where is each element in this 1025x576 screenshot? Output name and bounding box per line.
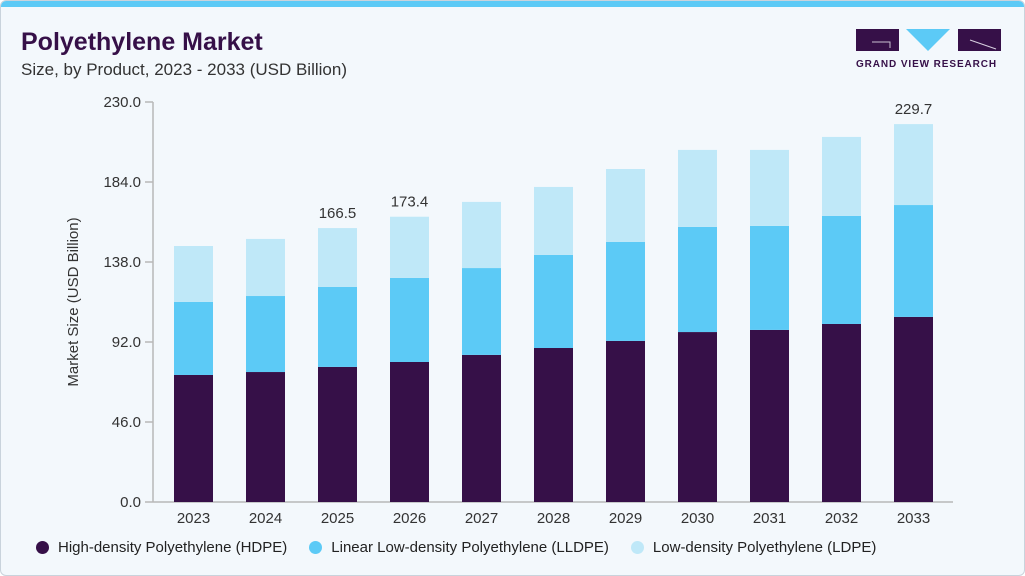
x-tick-label: 2027: [465, 510, 498, 527]
data-label: 173.4: [391, 194, 429, 211]
bar-segment-2023-1: [174, 301, 213, 375]
bar-segment-2024-1: [246, 296, 285, 373]
y-tick-label: 184.0: [103, 174, 141, 191]
legend-dot-icon: [309, 541, 323, 554]
x-tick-label: 2033: [897, 510, 930, 527]
bar-segment-2033-0: [894, 316, 933, 502]
bar-segment-2027-2: [462, 201, 501, 269]
y-tick-label: 0.0: [120, 494, 141, 511]
bar-segment-2023-0: [174, 374, 213, 502]
chart-title: Polyethylene Market: [21, 28, 263, 56]
bar-segment-2026-1: [390, 277, 429, 362]
top-accent-stripe: [1, 1, 1024, 7]
logo-text: GRAND VIEW RESEARCH: [856, 59, 997, 70]
legend: High-density Polyethylene (HDPE) Linear L…: [36, 539, 898, 556]
bar-segment-2025-1: [318, 286, 357, 367]
bar-segment-2030-2: [678, 149, 717, 227]
bar-segment-2033-1: [894, 205, 933, 317]
x-tick-label: 2030: [681, 510, 714, 527]
bar-segment-2033-2: [894, 124, 933, 206]
x-tick-label: 2023: [177, 510, 210, 527]
bar-segment-2032-2: [822, 136, 861, 216]
legend-item: Low-density Polyethylene (LDPE): [630, 539, 877, 556]
bar-segment-2029-1: [606, 241, 645, 341]
bar-segment-2030-0: [678, 332, 717, 502]
y-tick-label: 46.0: [112, 414, 141, 431]
x-tick-label: 2024: [249, 510, 282, 527]
x-tick-label: 2031: [753, 510, 786, 527]
bar-segment-2027-0: [462, 354, 501, 502]
bar-segment-2028-2: [534, 186, 573, 255]
legend-item: Linear Low-density Polyethylene (LLDPE): [309, 539, 609, 556]
bar-segment-2030-1: [678, 226, 717, 333]
y-tick-label: 230.0: [103, 94, 141, 111]
y-axis-label: Market Size (USD Billion): [65, 217, 82, 386]
x-tick-label: 2029: [609, 510, 642, 527]
bar-segment-2031-1: [750, 225, 789, 330]
bar-segment-2028-1: [534, 254, 573, 349]
y-tick-label: 138.0: [103, 254, 141, 271]
x-tick-label: 2028: [537, 510, 570, 527]
legend-label: Linear Low-density Polyethylene (LLDPE): [331, 539, 609, 556]
bar-segment-2025-2: [318, 228, 357, 287]
bar-segment-2029-0: [606, 340, 645, 502]
x-tick-label: 2025: [321, 510, 354, 527]
bar-segment-2026-2: [390, 216, 429, 278]
data-label: 166.5: [319, 205, 357, 222]
bar-segment-2024-0: [246, 372, 285, 502]
bar-segment-2031-0: [750, 329, 789, 502]
data-label: 229.7: [895, 101, 933, 118]
chart-subtitle: Size, by Product, 2023 - 2033 (USD Billi…: [21, 60, 347, 79]
bar-segment-2023-2: [174, 246, 213, 302]
bar-segment-2031-2: [750, 149, 789, 226]
bar-segment-2032-1: [822, 215, 861, 324]
legend-dot-icon: [630, 541, 644, 554]
bar-segment-2027-1: [462, 268, 501, 355]
x-tick-label: 2032: [825, 510, 858, 527]
grand-view-research-logo: [856, 29, 1001, 51]
x-tick-label: 2026: [393, 510, 426, 527]
legend-label: High-density Polyethylene (HDPE): [58, 539, 288, 556]
bar-segment-2026-0: [390, 361, 429, 502]
y-tick-label: 92.0: [112, 334, 141, 351]
bar-segment-2029-2: [606, 169, 645, 242]
bar-segment-2032-0: [822, 323, 861, 502]
legend-item: High-density Polyethylene (HDPE): [36, 539, 287, 556]
bar-segment-2028-0: [534, 348, 573, 502]
bar-segment-2024-2: [246, 238, 285, 297]
legend-dot-icon: [36, 541, 49, 554]
legend-label: Low-density Polyethylene (LDPE): [652, 539, 877, 556]
bar-segment-2025-0: [318, 366, 357, 502]
